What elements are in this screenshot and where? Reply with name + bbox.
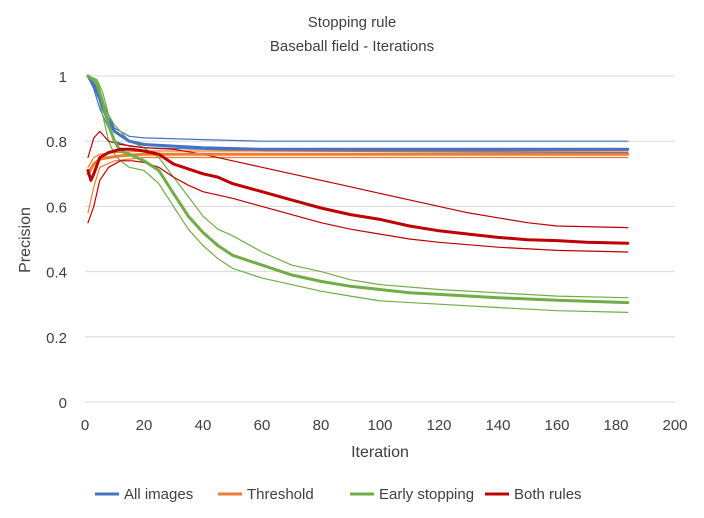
legend-label-early-stopping: Early stopping [379, 486, 474, 503]
legend-label-all-images: All images [124, 486, 193, 503]
y-tick-label: 0 [59, 395, 67, 412]
x-tick-label: 160 [544, 417, 569, 434]
legend: All images Threshold Early stopping Both ru… [95, 486, 582, 503]
series-line-early-stopping [86, 74, 630, 305]
y-axis-ticks: 0 0.2 0.4 0.6 0.8 1 [46, 69, 67, 412]
series-means [86, 74, 630, 305]
x-tick-label: 140 [485, 417, 510, 434]
series-line-all-images-lower [87, 75, 629, 154]
x-axis-label: Iteration [351, 444, 409, 461]
x-tick-label: 0 [81, 417, 89, 434]
x-tick-label: 200 [662, 417, 687, 434]
series-line-early-stopping-lower [87, 75, 629, 313]
series-line-threshold-lower [87, 156, 629, 214]
x-tick-label: 40 [195, 417, 212, 434]
x-tick-label: 20 [136, 417, 153, 434]
chart-subtitle: Baseball field - Iterations [270, 38, 434, 55]
legend-label-threshold: Threshold [247, 486, 314, 503]
y-tick-label: 1 [59, 69, 67, 86]
y-tick-label: 0.2 [46, 330, 67, 347]
x-tick-label: 80 [313, 417, 330, 434]
series-line-both-rules-lower [87, 160, 629, 253]
y-axis-label: Precision [17, 207, 34, 273]
legend-label-both-rules: Both rules [514, 486, 582, 503]
series-line-both-rules [86, 147, 630, 245]
series-line-all-images [86, 74, 630, 151]
x-axis-ticks: 0 20 40 60 80 100 120 140 160 180 200 [81, 417, 688, 434]
x-tick-label: 180 [603, 417, 628, 434]
y-tick-label: 0.4 [46, 265, 67, 282]
chart-title: Stopping rule [308, 14, 396, 31]
y-tick-label: 0.6 [46, 199, 67, 216]
x-tick-label: 100 [367, 417, 392, 434]
series-line-threshold [86, 152, 630, 176]
x-tick-label: 60 [254, 417, 271, 434]
x-tick-label: 120 [426, 417, 451, 434]
series-line-early-stopping-upper [87, 75, 629, 299]
y-tick-label: 0.8 [46, 134, 67, 151]
